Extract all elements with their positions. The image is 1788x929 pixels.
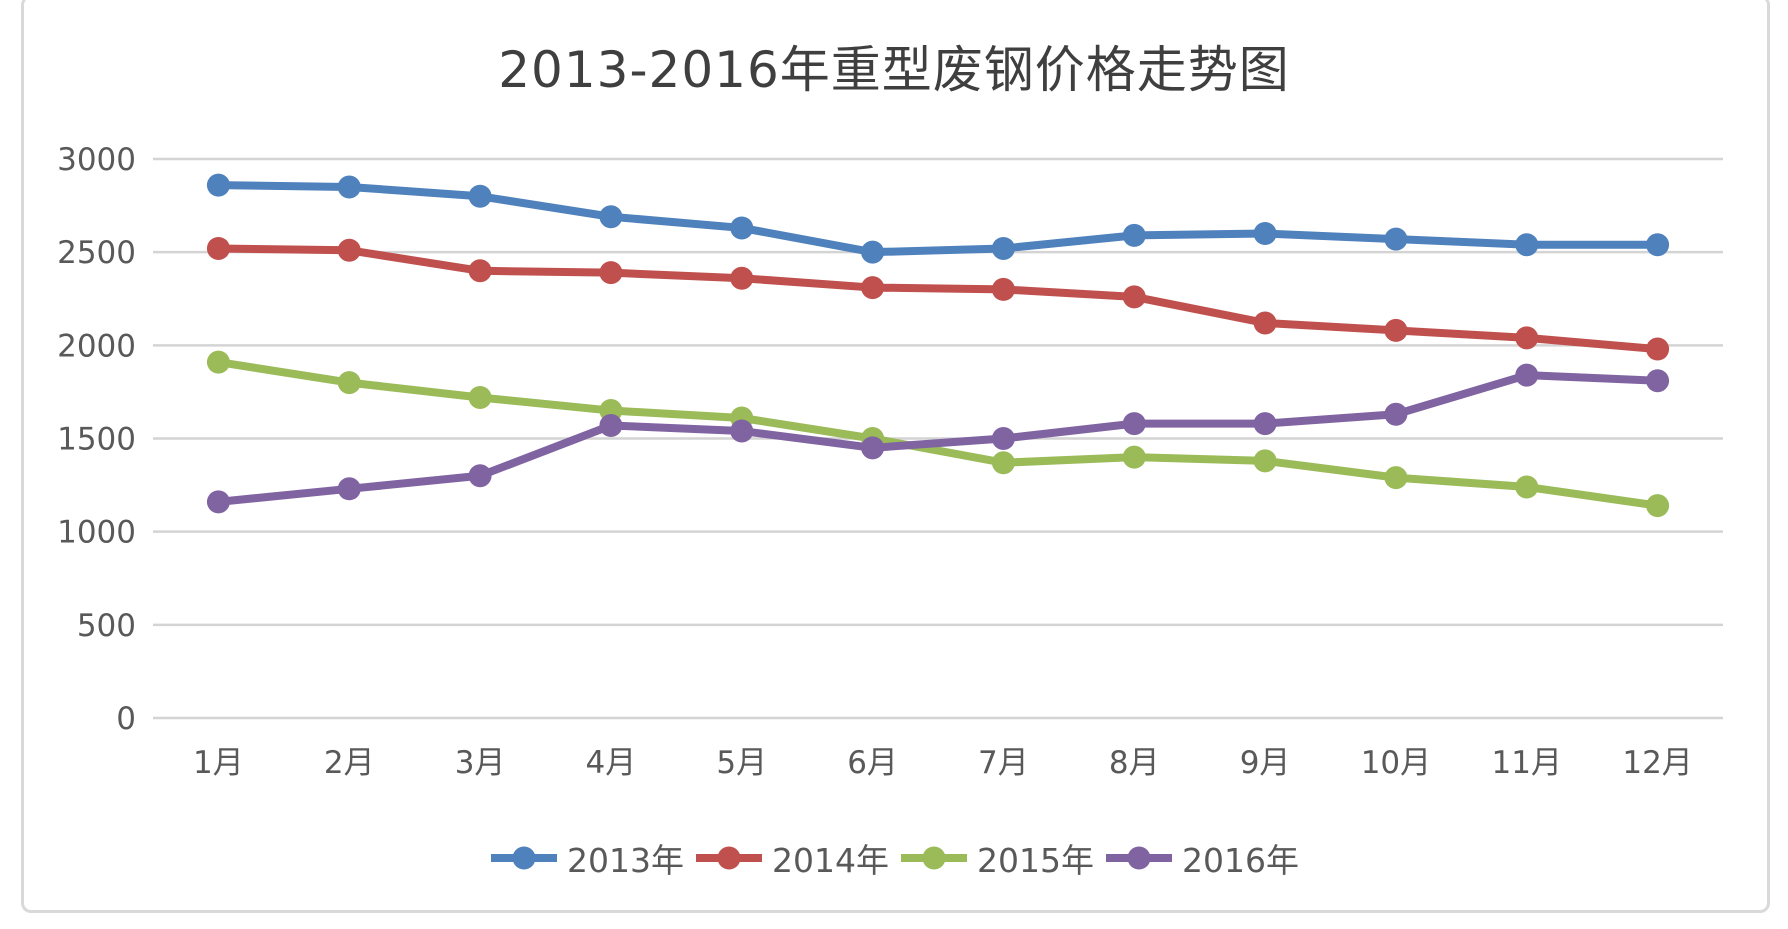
data-point-2013年-10月[interactable] <box>1384 227 1408 251</box>
data-point-2015年-7月[interactable] <box>991 451 1015 475</box>
data-point-2015年-8月[interactable] <box>1122 445 1146 469</box>
y-axis-tick-label: 1000 <box>57 515 136 551</box>
data-point-2015年-1月[interactable] <box>206 350 230 374</box>
data-point-2015年-12月[interactable] <box>1646 494 1670 518</box>
legend-item-label: 2014年 <box>772 841 889 880</box>
data-point-2016年-7月[interactable] <box>991 427 1015 450</box>
data-point-2014年-11月[interactable] <box>1515 326 1539 350</box>
data-point-2013年-7月[interactable] <box>991 236 1015 260</box>
data-point-2013年-12月[interactable] <box>1646 233 1670 257</box>
data-point-2014年-4月[interactable] <box>599 261 623 285</box>
legend-marker-icon <box>491 846 558 870</box>
series-line-2014年[interactable] <box>214 244 1662 354</box>
data-point-2014年-3月[interactable] <box>468 259 492 283</box>
data-point-2016年-5月[interactable] <box>730 419 754 443</box>
x-axis-tick-label: 12月 <box>1622 745 1692 781</box>
data-point-2014年-9月[interactable] <box>1253 311 1277 335</box>
y-axis-tick-label: 500 <box>77 608 136 644</box>
y-axis-tick-label: 3000 <box>57 142 136 178</box>
data-point-2015年-10月[interactable] <box>1384 466 1408 490</box>
data-point-2016年-8月[interactable] <box>1122 412 1146 436</box>
data-point-2014年-5月[interactable] <box>730 266 754 290</box>
x-axis-tick-label: 8月 <box>1109 745 1160 781</box>
series-line-2016年[interactable] <box>214 371 1662 506</box>
data-point-2016年-11月[interactable] <box>1515 363 1539 387</box>
data-point-2013年-1月[interactable] <box>206 173 230 197</box>
legend-item-2013年[interactable]: 2013年 <box>489 834 684 882</box>
y-axis-tick-label: 0 <box>116 701 136 737</box>
legend-item-2016年[interactable]: 2016年 <box>1104 834 1299 882</box>
series-line-2013年[interactable] <box>214 181 1662 257</box>
data-point-2013年-3月[interactable] <box>468 184 492 208</box>
legend-item-2015年[interactable]: 2015年 <box>899 834 1094 882</box>
data-point-2016年-2月[interactable] <box>337 477 361 501</box>
legend-marker-icon <box>1105 846 1172 870</box>
legend-marker-icon <box>696 846 763 870</box>
x-axis-tick-label: 3月 <box>455 745 506 781</box>
legend-item-label: 2013年 <box>567 841 685 880</box>
data-point-2014年-6月[interactable] <box>861 276 885 300</box>
data-point-2014年-8月[interactable] <box>1122 285 1146 309</box>
legend-item-2014年[interactable]: 2014年 <box>694 834 889 882</box>
data-point-2016年-1月[interactable] <box>206 490 230 514</box>
data-point-2013年-11月[interactable] <box>1515 233 1539 257</box>
x-axis-tick-label: 2月 <box>324 745 375 781</box>
data-point-2013年-5月[interactable] <box>730 216 754 240</box>
x-axis-tick-label: 11月 <box>1492 745 1562 781</box>
legend-marker-icon <box>901 846 967 870</box>
data-point-2016年-6月[interactable] <box>861 436 885 460</box>
x-axis-tick-label: 5月 <box>716 745 767 781</box>
data-point-2016年-10月[interactable] <box>1384 402 1408 426</box>
legend: 2013年 2014年 2015年 2016年 <box>0 834 1788 882</box>
data-point-2013年-6月[interactable] <box>861 240 885 264</box>
chart-title: 2013-2016年重型废钢价格走势图 <box>498 41 1290 99</box>
y-axis-tick-label: 1500 <box>57 422 136 458</box>
x-axis-tick-label: 7月 <box>978 745 1029 781</box>
y-axis-tick-label: 2500 <box>57 235 136 271</box>
x-axis-tick-label: 1月 <box>193 745 244 781</box>
legend-item-label: 2015年 <box>977 841 1094 880</box>
x-axis-tick-label: 4月 <box>586 745 637 781</box>
data-point-2013年-2月[interactable] <box>337 175 361 199</box>
data-point-2015年-3月[interactable] <box>468 386 492 410</box>
data-point-2015年-9月[interactable] <box>1253 449 1277 473</box>
data-point-2015年-2月[interactable] <box>337 371 361 395</box>
data-point-2016年-12月[interactable] <box>1646 369 1670 393</box>
data-point-2014年-10月[interactable] <box>1384 318 1408 342</box>
x-axis-tick-label: 9月 <box>1240 745 1291 781</box>
data-point-2013年-4月[interactable] <box>599 205 623 229</box>
data-point-2016年-9月[interactable] <box>1253 412 1277 436</box>
data-point-2015年-11月[interactable] <box>1515 475 1539 499</box>
series-line-2015年[interactable] <box>214 358 1662 510</box>
data-point-2013年-8月[interactable] <box>1122 223 1146 247</box>
data-point-2014年-1月[interactable] <box>206 236 230 260</box>
y-axis-tick-label: 2000 <box>57 328 136 364</box>
chart-frame <box>21 0 1770 913</box>
data-point-2014年-7月[interactable] <box>991 277 1015 301</box>
legend-item-label: 2016年 <box>1181 841 1299 880</box>
data-point-2014年-2月[interactable] <box>337 238 361 262</box>
x-axis-tick-label: 6月 <box>847 745 898 781</box>
x-axis-tick-label: 10月 <box>1361 745 1431 781</box>
data-point-2014年-12月[interactable] <box>1646 337 1670 361</box>
data-point-2016年-4月[interactable] <box>599 413 623 437</box>
data-point-2013年-9月[interactable] <box>1253 222 1277 246</box>
data-point-2016年-3月[interactable] <box>468 464 492 488</box>
